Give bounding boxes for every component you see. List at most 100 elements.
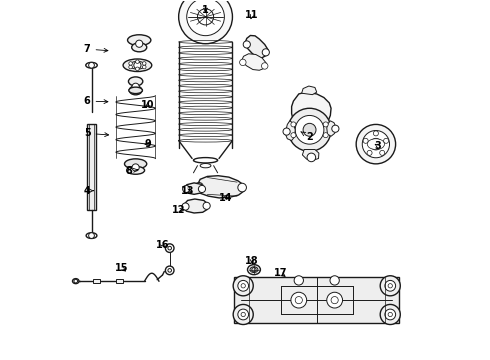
Circle shape <box>233 276 253 296</box>
Polygon shape <box>196 176 245 198</box>
Circle shape <box>380 305 400 324</box>
Circle shape <box>370 138 382 150</box>
Circle shape <box>233 305 253 324</box>
Circle shape <box>323 122 328 127</box>
Circle shape <box>132 83 139 90</box>
Circle shape <box>183 185 190 193</box>
Circle shape <box>330 276 339 285</box>
Circle shape <box>363 138 368 143</box>
Circle shape <box>303 123 316 136</box>
Text: 1: 1 <box>202 5 209 15</box>
Text: 16: 16 <box>156 239 169 249</box>
Ellipse shape <box>194 158 218 163</box>
Circle shape <box>198 185 205 193</box>
Circle shape <box>295 116 324 144</box>
Circle shape <box>384 138 389 143</box>
Circle shape <box>168 246 172 250</box>
Circle shape <box>331 297 338 304</box>
Polygon shape <box>285 121 295 140</box>
Circle shape <box>89 233 95 238</box>
Ellipse shape <box>73 279 79 284</box>
Bar <box>93 279 100 283</box>
Circle shape <box>288 108 331 151</box>
Circle shape <box>367 150 372 156</box>
Circle shape <box>187 0 224 36</box>
Circle shape <box>380 276 400 296</box>
Polygon shape <box>327 121 337 136</box>
Circle shape <box>291 133 296 138</box>
Ellipse shape <box>86 62 97 68</box>
Circle shape <box>295 297 302 304</box>
Text: 8: 8 <box>125 166 138 176</box>
Circle shape <box>166 266 174 275</box>
Circle shape <box>166 244 174 252</box>
Text: 15: 15 <box>115 263 128 273</box>
Circle shape <box>238 280 248 291</box>
Circle shape <box>136 67 139 71</box>
Circle shape <box>283 128 290 135</box>
Text: 18: 18 <box>245 256 259 266</box>
Ellipse shape <box>124 159 147 169</box>
Text: 7: 7 <box>84 44 108 54</box>
Circle shape <box>143 62 146 65</box>
Ellipse shape <box>129 86 142 95</box>
Circle shape <box>307 153 316 162</box>
Polygon shape <box>184 183 204 194</box>
Polygon shape <box>245 36 269 58</box>
Circle shape <box>132 164 139 171</box>
Text: 6: 6 <box>84 96 108 106</box>
Circle shape <box>238 309 248 320</box>
Circle shape <box>203 202 210 210</box>
Circle shape <box>129 62 132 65</box>
Circle shape <box>291 122 296 127</box>
Ellipse shape <box>130 61 145 69</box>
Text: 10: 10 <box>142 100 155 110</box>
Polygon shape <box>292 92 331 149</box>
Circle shape <box>356 125 395 164</box>
Circle shape <box>241 284 245 288</box>
Text: 5: 5 <box>84 129 109 138</box>
Circle shape <box>197 9 214 25</box>
Circle shape <box>243 41 250 48</box>
Bar <box>87 125 96 211</box>
Circle shape <box>385 280 395 291</box>
Ellipse shape <box>126 166 145 174</box>
Circle shape <box>134 62 141 69</box>
Circle shape <box>262 63 268 69</box>
Polygon shape <box>302 149 319 160</box>
Circle shape <box>89 62 95 68</box>
Ellipse shape <box>128 77 143 86</box>
Text: 14: 14 <box>219 193 232 203</box>
Ellipse shape <box>127 35 151 45</box>
Circle shape <box>380 150 385 156</box>
Text: 12: 12 <box>172 206 185 216</box>
Circle shape <box>385 309 395 320</box>
Polygon shape <box>302 86 317 95</box>
Ellipse shape <box>368 139 385 149</box>
Text: 3: 3 <box>374 141 381 151</box>
Circle shape <box>195 183 203 191</box>
Circle shape <box>373 131 378 136</box>
Polygon shape <box>183 199 208 213</box>
Polygon shape <box>242 54 267 70</box>
Ellipse shape <box>129 87 143 94</box>
Circle shape <box>136 40 143 47</box>
Circle shape <box>388 284 392 288</box>
Circle shape <box>262 49 270 56</box>
Circle shape <box>362 131 390 158</box>
Text: 4: 4 <box>84 186 94 196</box>
Ellipse shape <box>247 265 260 275</box>
Ellipse shape <box>250 267 258 273</box>
Circle shape <box>240 59 246 66</box>
Ellipse shape <box>86 233 97 238</box>
Text: 17: 17 <box>274 268 288 278</box>
Ellipse shape <box>132 43 147 52</box>
Circle shape <box>252 267 256 272</box>
Circle shape <box>168 269 172 272</box>
Circle shape <box>143 65 146 69</box>
Circle shape <box>332 125 339 132</box>
Circle shape <box>294 276 303 285</box>
Text: 13: 13 <box>181 186 195 196</box>
Circle shape <box>136 60 139 63</box>
Text: 2: 2 <box>301 132 313 142</box>
